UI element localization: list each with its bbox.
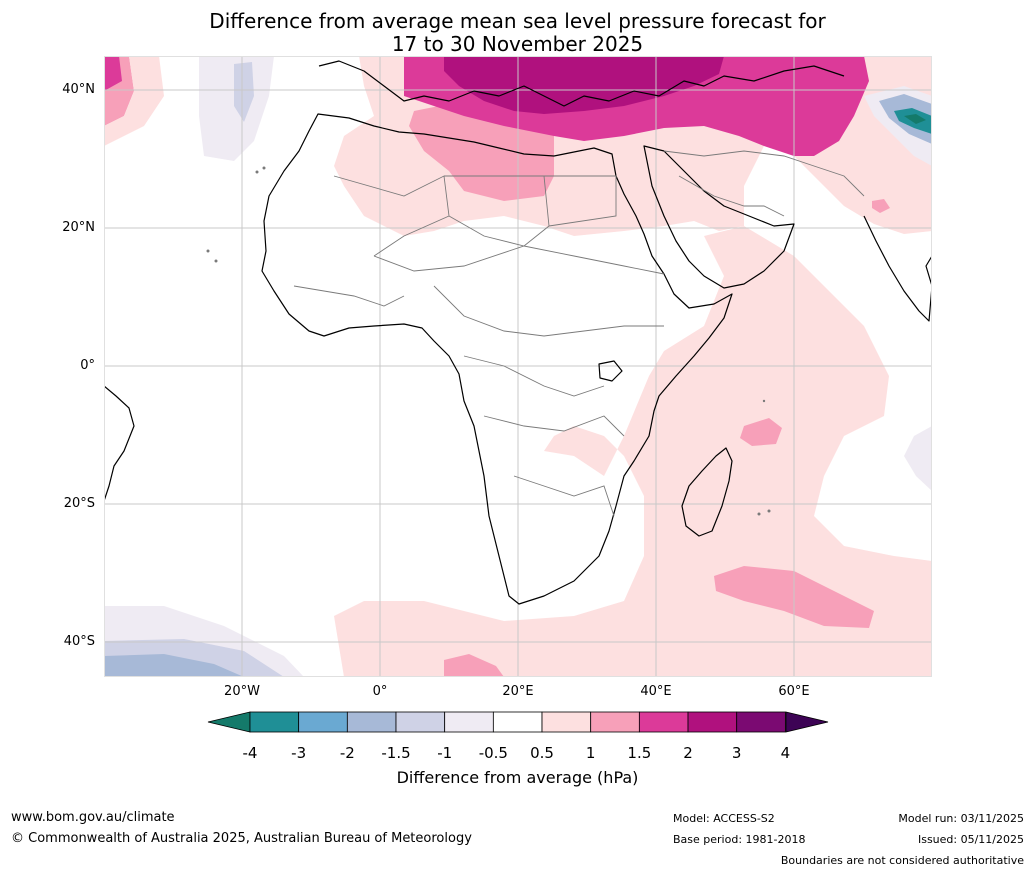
country-borders bbox=[293, 150, 865, 517]
footer-copyright: © Commonwealth of Australia 2025, Austra… bbox=[11, 831, 472, 846]
anomaly-pink-madagascar-east bbox=[740, 418, 782, 446]
anomaly-purple-north-atlantic bbox=[234, 62, 254, 122]
coastline-lake-victoria bbox=[598, 360, 623, 382]
lat-label-0: 0° bbox=[80, 358, 95, 373]
border-south-central bbox=[483, 415, 625, 437]
border-middle-east bbox=[663, 150, 865, 197]
colorbar-tick-label: 4 bbox=[780, 744, 791, 762]
anomaly-lavender-east-indian bbox=[904, 426, 932, 491]
colorbar-cell bbox=[298, 711, 348, 733]
chart-title: Difference from average mean sea level p… bbox=[0, 10, 1035, 56]
anomaly-magenta-nw-atlantic bbox=[104, 56, 122, 91]
title-line-2: 17 to 30 November 2025 bbox=[391, 32, 644, 56]
lon-label-40e: 40°E bbox=[640, 684, 672, 699]
colorbar-tick-label: 1.5 bbox=[627, 744, 652, 762]
map-svg bbox=[104, 56, 932, 677]
island-reunion bbox=[757, 512, 761, 516]
anomaly-light-pink-nw-atlantic bbox=[104, 56, 164, 146]
coastlines bbox=[104, 60, 932, 605]
title-line-1: Difference from average mean sea level p… bbox=[209, 9, 826, 33]
coastline-arabia bbox=[643, 145, 795, 289]
footer-issued: Issued: 05/11/2025 bbox=[917, 833, 1024, 846]
colorbar-cells bbox=[249, 711, 786, 733]
lat-label-20n: 20°N bbox=[62, 220, 95, 235]
colorbar-extend-left bbox=[207, 711, 251, 733]
coastline-india bbox=[863, 215, 932, 322]
border-west-africa bbox=[293, 285, 405, 307]
colorbar-tick-label: -4 bbox=[242, 744, 258, 762]
island-mauritius bbox=[767, 509, 771, 513]
footer-boundaries: Boundaries are not considered authoritat… bbox=[780, 854, 1024, 867]
coastline-europe bbox=[318, 60, 845, 107]
colorbar-tick-label: 0.5 bbox=[530, 744, 554, 762]
border-central bbox=[433, 285, 664, 337]
colorbar-label: Difference from average (hPa) bbox=[396, 768, 639, 787]
footer-model: Model: ACCESS-S2 bbox=[673, 812, 775, 825]
border-north-africa bbox=[333, 175, 450, 257]
coastline-south-america bbox=[104, 385, 135, 502]
coastline-madagascar bbox=[681, 447, 733, 537]
colorbar-cell bbox=[687, 711, 738, 733]
lat-label-40n: 40°N bbox=[62, 82, 95, 97]
anomaly-dark-magenta-core bbox=[444, 56, 724, 114]
colorbar-tick-label: -0.5 bbox=[478, 744, 508, 762]
anomaly-shading bbox=[104, 56, 932, 677]
colorbar-cell bbox=[444, 711, 494, 733]
anomaly-blue-southwest bbox=[104, 654, 244, 677]
colorbar-tick-label: -1.5 bbox=[381, 744, 411, 762]
graticule bbox=[104, 56, 932, 677]
anomaly-pink-south-atlantic bbox=[444, 654, 504, 677]
lon-label-60e: 60°E bbox=[778, 684, 810, 699]
footer-model-run: Model run: 03/11/2025 bbox=[898, 812, 1024, 825]
island-seychelles bbox=[762, 399, 766, 403]
footer-base-period: Base period: 1981-2018 bbox=[673, 833, 806, 846]
coastline-africa bbox=[261, 113, 733, 605]
colorbar-cell bbox=[492, 711, 543, 733]
border-congo bbox=[463, 355, 605, 397]
anomaly-pink-dot-arabia bbox=[872, 199, 890, 213]
lat-label-40s: 40°S bbox=[63, 634, 95, 649]
anomaly-light-pink-indian-ocean bbox=[334, 226, 932, 677]
colorbar-tick-label: -2 bbox=[339, 744, 355, 762]
border-egypt bbox=[544, 175, 617, 227]
colorbar-cell bbox=[346, 711, 397, 733]
map-frame bbox=[104, 56, 932, 677]
lon-label-20e: 20°E bbox=[502, 684, 534, 699]
colorbar-tick-label: 1 bbox=[585, 744, 596, 762]
colorbar-tick-label: 3 bbox=[731, 744, 742, 762]
colorbar-cell bbox=[590, 711, 640, 733]
colorbar-extend-right bbox=[785, 711, 829, 733]
colorbar-cell bbox=[395, 711, 446, 733]
colorbar-cell bbox=[736, 711, 786, 733]
colorbar-cell bbox=[638, 711, 689, 733]
colorbar bbox=[207, 711, 829, 733]
lat-label-20s: 20°S bbox=[63, 496, 95, 511]
lon-label-20w: 20°W bbox=[224, 684, 260, 699]
island-canary-2 bbox=[262, 166, 266, 170]
map-panel bbox=[104, 56, 932, 677]
border-arabia bbox=[678, 175, 785, 217]
border-sahel bbox=[373, 245, 665, 275]
colorbar-cell bbox=[249, 711, 300, 733]
island-cape-verde-1 bbox=[206, 249, 210, 253]
border-southern bbox=[513, 475, 615, 517]
island-canary-1 bbox=[255, 170, 259, 174]
lon-label-0: 0° bbox=[372, 684, 388, 699]
islands bbox=[206, 166, 771, 516]
footer-website[interactable]: www.bom.gov.au/climate bbox=[11, 810, 175, 825]
colorbar-tick-label: 2 bbox=[683, 744, 693, 762]
anomaly-green-central-asia bbox=[904, 114, 926, 124]
border-sahara bbox=[444, 175, 550, 247]
colorbar-cell bbox=[541, 711, 592, 733]
colorbar-tick-label: -1 bbox=[437, 744, 453, 762]
colorbar-tick-label: -3 bbox=[291, 744, 307, 762]
island-cape-verde-2 bbox=[214, 259, 218, 263]
